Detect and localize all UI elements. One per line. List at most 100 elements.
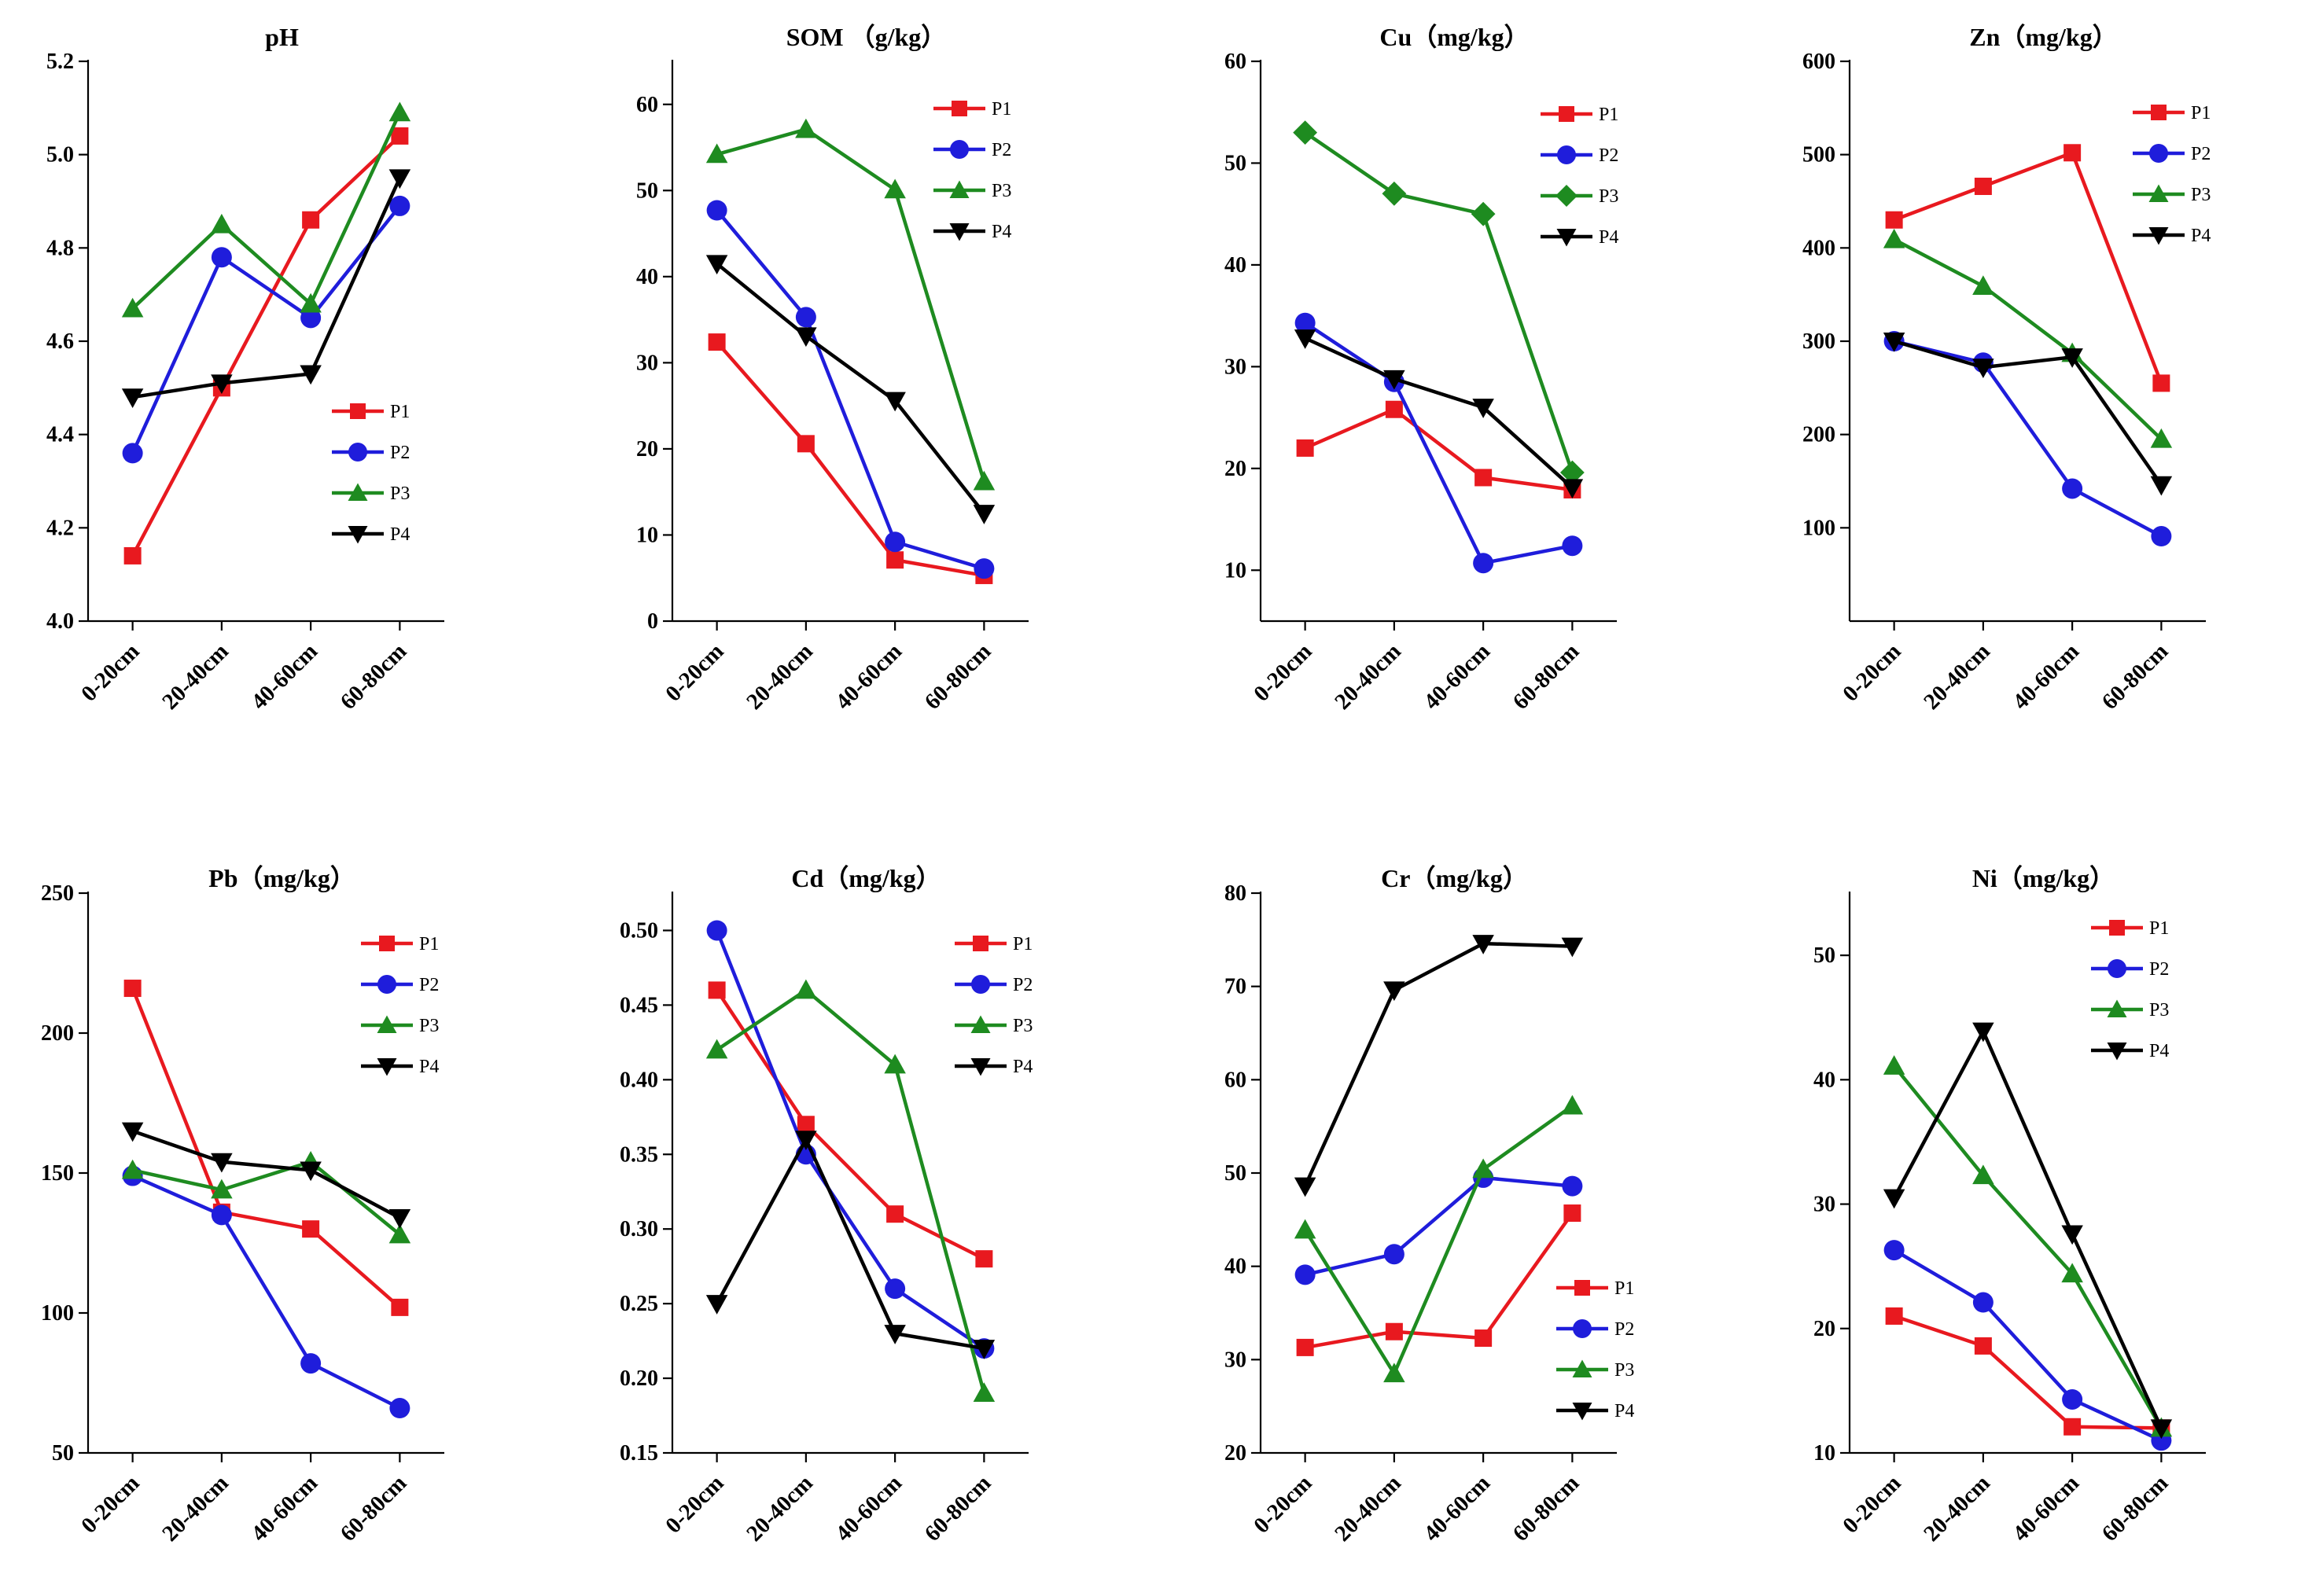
data-point-p2 (389, 1398, 410, 1419)
series-p2 (706, 920, 995, 1359)
legend-marker-p4 (949, 223, 970, 241)
data-point-p1 (123, 546, 142, 564)
legend: P1 P2 P3 P4 (1556, 1278, 1634, 1421)
data-point-p2 (885, 1278, 906, 1300)
y-tick-label: 50 (636, 178, 658, 203)
data-point-p3 (211, 1179, 233, 1199)
data-point-p1 (886, 551, 904, 569)
y-tick-label: 70 (1224, 975, 1246, 999)
legend-marker-p1 (1559, 106, 1574, 122)
series-line-p4 (716, 262, 986, 515)
y-tick-label: 30 (636, 351, 658, 375)
x-tick-label: 20-40cm (157, 1470, 234, 1546)
legend-label-p4: P4 (419, 1057, 439, 1077)
legend-marker-p4 (970, 1058, 991, 1076)
y-tick-label: 0.15 (620, 1441, 658, 1465)
y-tick-label: 4.2 (46, 516, 74, 540)
y-tick-label: 0.20 (620, 1366, 658, 1391)
series-p3 (1883, 228, 2173, 448)
x-tick-label: 20-40cm (742, 638, 818, 715)
y-tick-label: 200 (1802, 423, 1835, 447)
legend-marker-p3 (2107, 999, 2127, 1017)
x-tick-label: 40-60cm (2008, 638, 2084, 715)
chart-panel-ph: pH 4.0 4.2 4.4 4.6 4.8 5.0 5.2 0-20cm 20-40cm 40-6… (46, 23, 444, 715)
data-point-p1 (1885, 211, 1903, 229)
chart-panel-zn: Zn（mg/kg） 100 200 300 400 500 600 0-20cm 20-40cm… (1802, 23, 2211, 715)
series-p2 (1883, 1240, 2172, 1451)
legend-label-p4: P4 (2149, 1041, 2169, 1061)
y-tick-label: 0.50 (620, 918, 658, 943)
legend-marker-p4 (2107, 1043, 2127, 1061)
data-point-p4 (1972, 1022, 1994, 1043)
data-point-p3 (2061, 1263, 2083, 1283)
legend-marker-p2 (348, 443, 367, 462)
chart-panel-cr: Cr（mg/kg） 20 30 40 50 60 70 80 0-20cm 20-40cm 40-6… (1224, 864, 1634, 1546)
x-tick-label: 0-20cm (661, 1470, 728, 1538)
data-point-p1 (1974, 178, 1992, 196)
data-point-p1 (708, 333, 726, 351)
series-line-p2 (131, 204, 402, 454)
series-line-p3 (1304, 131, 1574, 473)
data-point-p3 (1383, 1362, 1405, 1383)
x-tick-label: 40-60cm (830, 1470, 907, 1546)
data-point-p2 (389, 195, 410, 216)
data-point-p1 (1385, 1322, 1403, 1340)
legend-label-p3: P3 (992, 181, 1011, 201)
data-point-p4 (795, 327, 817, 348)
data-point-p4 (300, 1161, 322, 1182)
legend-label-p2: P2 (2191, 144, 2211, 164)
y-tick-label: 60 (1224, 1068, 1246, 1092)
legend-marker-p4 (377, 1058, 397, 1076)
data-point-p2 (122, 443, 143, 464)
data-point-p4 (1472, 399, 1494, 418)
data-point-p1 (1885, 1307, 1903, 1325)
legend-label-p2: P2 (1614, 1319, 1634, 1340)
x-tick-label: 0-20cm (76, 638, 144, 706)
x-tick-label: 60-80cm (336, 638, 412, 715)
y-tick-label: 40 (1813, 1068, 1835, 1092)
legend-label-p2: P2 (2149, 959, 2169, 980)
legend-label-p2: P2 (390, 443, 410, 463)
legend-label-p3: P3 (2149, 1000, 2169, 1020)
data-point-p2 (706, 200, 727, 221)
data-point-p4 (2150, 1419, 2173, 1440)
data-point-p4 (1472, 935, 1494, 954)
legend-marker-p2 (377, 975, 396, 994)
data-point-p4 (884, 392, 906, 412)
series-p3 (705, 979, 996, 1403)
data-point-p3 (211, 213, 233, 234)
y-tick-label: 30 (1813, 1193, 1835, 1217)
y-tick-label: 60 (636, 93, 658, 117)
series-line-p2 (715, 209, 985, 571)
legend-marker-p2 (971, 975, 990, 994)
x-tick-label: 0-20cm (1249, 638, 1316, 706)
legend-marker-p2 (1557, 145, 1576, 164)
data-point-p3 (705, 143, 728, 164)
legend: P1 P2 P3 P4 (361, 934, 439, 1077)
data-point-p2 (2062, 1388, 2083, 1410)
data-point-p1 (1296, 1338, 1314, 1356)
data-point-p1 (2063, 144, 2082, 162)
series-line-p3 (716, 127, 986, 483)
data-point-p3 (1472, 1158, 1494, 1179)
data-point-p4 (1561, 937, 1584, 958)
chart-title: Ni（mg/kg） (1972, 864, 2115, 892)
data-point-p4 (2061, 348, 2083, 368)
x-tick-label: 60-80cm (1508, 638, 1585, 715)
legend-marker-p3 (377, 1015, 397, 1033)
x-tick-label: 60-80cm (920, 1470, 996, 1546)
series-p4 (705, 1131, 996, 1359)
data-point-p2 (300, 307, 322, 329)
data-point-p3 (973, 470, 996, 491)
chart-panel-cu: Cu（mg/kg） 10 20 30 40 50 60 0-20cm 20-40cm 40-60c… (1224, 23, 1618, 715)
x-tick-label: 20-40cm (1919, 638, 1995, 715)
y-tick-label: 50 (52, 1441, 74, 1465)
data-point-p1 (708, 981, 726, 999)
series-line-p1 (1893, 1314, 2162, 1430)
series-p2 (122, 195, 410, 464)
legend-marker-p1 (1574, 1280, 1590, 1296)
series-p4 (121, 169, 411, 408)
data-point-p3 (1559, 460, 1585, 485)
y-tick-label: 600 (1802, 50, 1835, 74)
